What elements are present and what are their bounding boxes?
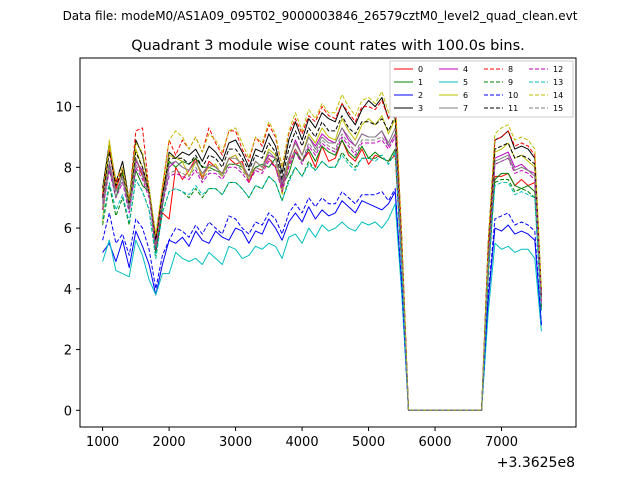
- chart-title: Quadrant 3 module wise count rates with …: [131, 38, 525, 54]
- legend-label-11: 11: [508, 104, 518, 113]
- x-offset-label: +3.3625e8: [497, 455, 575, 471]
- x-axis: 1000 2000 3000 4000 5000 6000 7000: [86, 427, 518, 450]
- legend-label-12: 12: [553, 65, 563, 74]
- legend-label-15: 15: [553, 104, 563, 113]
- y-tick-label: 10: [55, 101, 72, 116]
- x-tick-label: 1000: [86, 435, 119, 450]
- axes-frame: [79, 57, 577, 428]
- legend-label-8: 8: [508, 65, 513, 74]
- legend-label-4: 4: [463, 65, 468, 74]
- y-tick-label: 0: [64, 404, 72, 419]
- y-axis: 0 2 4 6 8 10: [55, 101, 80, 419]
- x-tick-label: 3000: [219, 435, 252, 450]
- legend-label-10: 10: [508, 91, 518, 100]
- data-file-header: Data file: modeM0/AS1A09_095T02_90000038…: [63, 9, 578, 23]
- legend-label-14: 14: [553, 91, 563, 100]
- y-tick-label: 8: [64, 161, 72, 176]
- legend-label-1: 1: [418, 78, 423, 87]
- x-tick-label: 2000: [153, 435, 186, 450]
- legend-label-6: 6: [463, 91, 468, 100]
- legend-label-2: 2: [418, 91, 423, 100]
- plot-lines: [102, 90, 542, 411]
- legend-label-9: 9: [508, 78, 513, 87]
- x-tick-label: 4000: [286, 435, 319, 450]
- series-line-15: [102, 133, 542, 411]
- y-tick-label: 4: [64, 283, 72, 298]
- legend-label-5: 5: [463, 78, 468, 87]
- legend-label-13: 13: [553, 78, 563, 87]
- legend-label-0: 0: [418, 65, 423, 74]
- x-tick-label: 7000: [485, 435, 518, 450]
- x-tick-label: 6000: [418, 435, 451, 450]
- y-tick-label: 6: [64, 222, 72, 237]
- series-line-13: [102, 151, 542, 411]
- x-tick-label: 5000: [352, 435, 385, 450]
- y-tick-label: 2: [64, 344, 72, 359]
- legend-label-7: 7: [463, 104, 468, 113]
- legend-label-3: 3: [418, 104, 423, 113]
